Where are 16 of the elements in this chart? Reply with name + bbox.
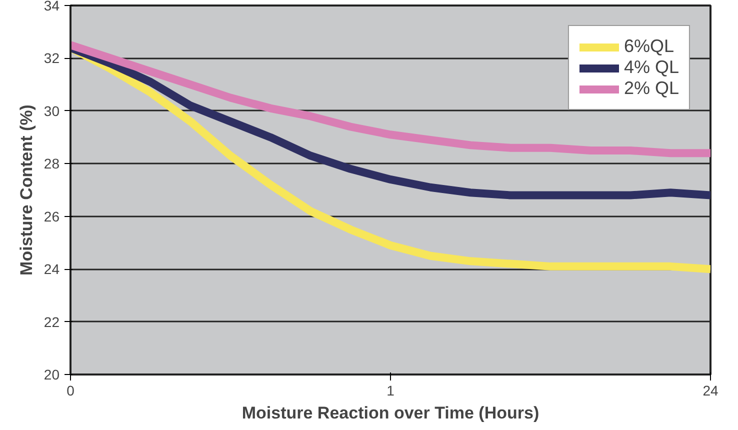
x-tick-label: 0 (66, 382, 75, 398)
x-axis-title: Moisture Reaction over Time (Hours) (242, 404, 540, 422)
y-tick-label: 32 (44, 50, 60, 66)
legend-label: 2% QL (624, 78, 679, 99)
y-tick-label: 20 (44, 366, 60, 382)
legend-label: 6%QL (624, 36, 674, 57)
y-tick-label: 22 (44, 314, 60, 330)
y-axis-title: Moisture Content (%) (16, 104, 36, 276)
y-tick-label: 34 (44, 0, 60, 14)
x-tick-label: 24 (702, 382, 718, 398)
y-tick-label: 28 (44, 156, 60, 172)
y-tick-label: 24 (44, 261, 60, 278)
x-tick-label: 1 (386, 382, 395, 398)
legend-label: 4% QL (624, 57, 679, 78)
y-tick-label: 26 (44, 208, 60, 224)
y-tick-label: 30 (44, 102, 60, 119)
